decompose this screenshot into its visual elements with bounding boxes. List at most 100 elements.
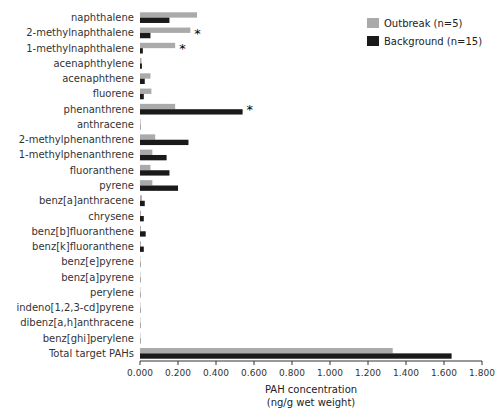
category-label: anthracene — [77, 119, 134, 130]
x-tick-label: 0.600 — [241, 368, 267, 378]
bar — [140, 186, 178, 191]
bar — [140, 165, 150, 170]
bar — [140, 58, 142, 63]
x-tick — [292, 361, 293, 365]
bar — [140, 140, 188, 145]
bar — [140, 318, 141, 323]
bar — [140, 155, 167, 160]
bar — [140, 63, 142, 68]
x-tick — [368, 361, 369, 365]
bar — [140, 104, 175, 109]
bar — [140, 18, 169, 23]
bar — [140, 241, 141, 246]
x-tick — [444, 361, 445, 365]
bar — [140, 216, 144, 221]
category-label: acenaphthene — [62, 73, 134, 84]
bar — [140, 287, 141, 292]
category-label: benz[b]fluoranthene — [32, 226, 134, 237]
bar — [140, 262, 141, 267]
bar — [140, 134, 155, 139]
x-tick — [482, 361, 483, 365]
category-label: dibenz[a,h]anthracene — [20, 317, 134, 328]
legend-entry: Background (n=15) — [384, 36, 482, 47]
category-label: indeno[1,2,3-cd]pyrene — [16, 302, 134, 313]
x-tick-label: 1.400 — [393, 368, 419, 378]
bar — [140, 12, 197, 17]
bar — [140, 150, 152, 155]
annotation: * — [179, 41, 186, 56]
x-tick — [330, 361, 331, 365]
legend-swatch — [367, 36, 379, 46]
bar — [140, 195, 142, 200]
x-tick-label: 1.600 — [431, 368, 457, 378]
category-label: benz[a]anthracene — [39, 195, 134, 206]
bar — [140, 338, 141, 343]
bar — [140, 323, 141, 328]
bar — [140, 211, 141, 216]
bar — [140, 256, 141, 261]
bar — [140, 302, 141, 307]
bar — [140, 43, 175, 48]
legend: Outbreak (n=5) Background (n=15) — [367, 18, 482, 47]
category-label: benz[k]fluoranthene — [32, 241, 134, 252]
x-axis-label-line: PAH concentration — [265, 384, 357, 395]
x-tick-label: 1.000 — [317, 368, 343, 378]
category-label: 2-methylphenanthrene — [19, 134, 134, 145]
category-label: Total target PAHs — [48, 348, 134, 359]
bar — [140, 89, 151, 94]
category-label: 1-methylnaphthalene — [26, 43, 134, 54]
category-label: fluorene — [93, 88, 134, 99]
category-label: chrysene — [88, 211, 134, 222]
annotation: * — [194, 26, 201, 41]
legend-swatch — [367, 18, 379, 28]
bar — [140, 333, 141, 338]
category-label: pyrene — [99, 180, 134, 191]
x-tick — [216, 361, 217, 365]
bar — [140, 272, 141, 277]
annotation: * — [247, 102, 254, 117]
bar — [140, 170, 169, 175]
x-tick-label: 1.800 — [469, 368, 495, 378]
bar — [140, 247, 144, 252]
x-axis-label-line: (ng/g wet weight) — [267, 397, 356, 408]
bar — [140, 79, 145, 84]
bar — [140, 292, 141, 297]
category-label: benz[a]pyrene — [61, 272, 134, 283]
legend-entry: Outbreak (n=5) — [384, 18, 463, 29]
bar — [140, 119, 141, 124]
bar — [140, 231, 146, 236]
category-label: acenaphthylene — [53, 58, 134, 69]
bar — [140, 226, 141, 231]
x-axis-label: PAH concentration (ng/g wet weight) — [265, 384, 357, 408]
bar — [140, 180, 152, 185]
category-label: naphthalene — [71, 12, 134, 23]
category-label: benz[ghi]perylene — [43, 333, 134, 344]
chart: naphthalene 2-methylnaphthalene 1-methylna… — [0, 0, 500, 419]
bars — [140, 12, 452, 358]
x-tick-label: 0.800 — [279, 368, 305, 378]
category-label: 2-methylnaphthalene — [26, 27, 134, 38]
bar — [140, 33, 150, 38]
bar — [140, 353, 452, 358]
category-label: perylene — [90, 287, 134, 298]
bar — [140, 28, 190, 33]
bar — [140, 348, 393, 353]
x-tick-label: 0.400 — [203, 368, 229, 378]
category-label: phenanthrene — [64, 104, 134, 115]
category-label: benz[e]pyrene — [61, 256, 134, 267]
x-axis-line — [140, 361, 482, 362]
x-tick — [406, 361, 407, 365]
bar — [140, 124, 141, 129]
x-tick-label: 0.200 — [165, 368, 191, 378]
bar — [140, 308, 141, 313]
category-label: 1-methylphenanthrene — [19, 149, 134, 160]
x-tick — [178, 361, 179, 365]
x-tick-label: 1.200 — [355, 368, 381, 378]
category-label: fluoranthene — [70, 165, 134, 176]
x-tick — [140, 361, 141, 365]
x-tick-label: 0.000 — [127, 368, 153, 378]
bar — [140, 73, 150, 78]
x-tick — [254, 361, 255, 365]
bar — [140, 109, 243, 114]
bar — [140, 94, 144, 99]
